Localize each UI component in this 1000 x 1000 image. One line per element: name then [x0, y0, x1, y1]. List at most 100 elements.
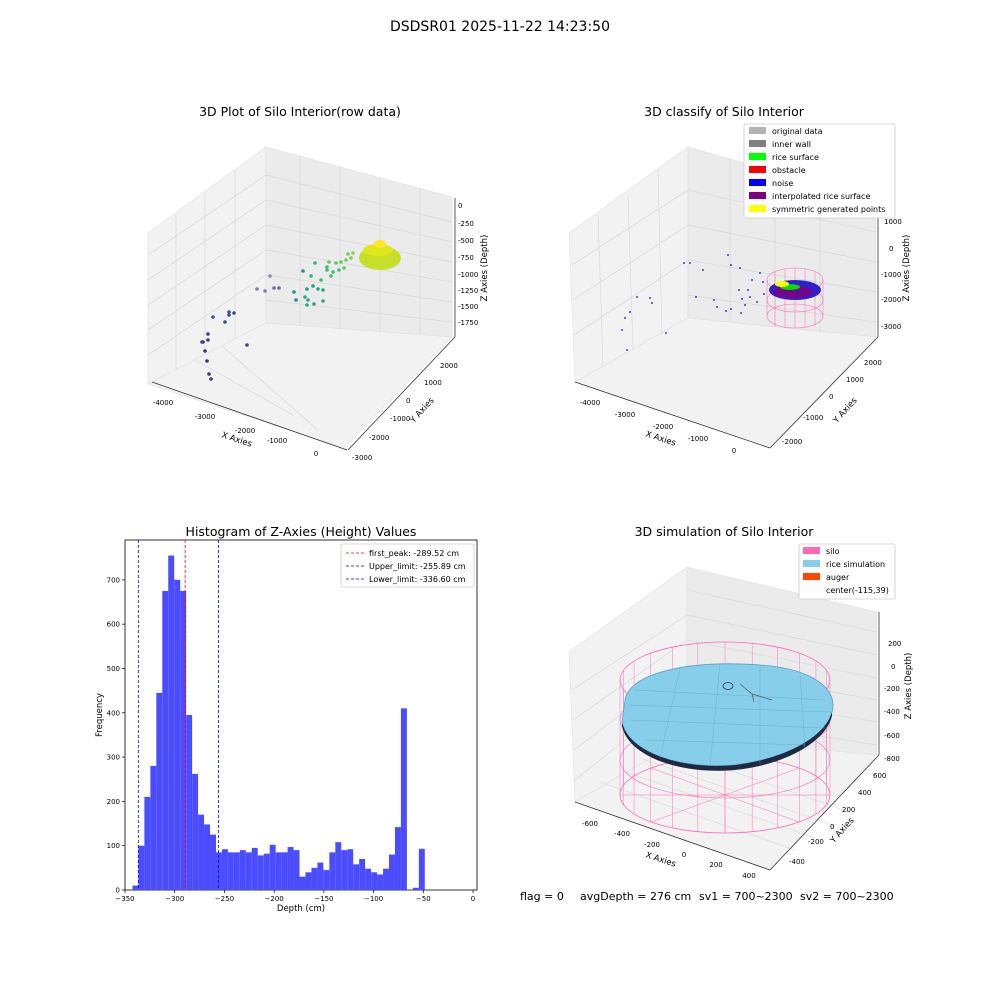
x-tick-label-3: −200	[265, 895, 284, 903]
histogram-bar-18	[239, 850, 246, 890]
raw-point-30	[321, 288, 325, 292]
rice-simulation-surface	[621, 663, 834, 771]
histogram-bar-42	[383, 868, 389, 890]
tick-z-5: -800	[884, 755, 900, 763]
y-tick-label-0: 0	[116, 887, 120, 895]
legend-label-0: first_peak: -289.52 cm	[369, 549, 459, 558]
raw-point-12	[232, 311, 236, 315]
legend-frame	[798, 543, 896, 600]
tick-labels-y: -2000 -1000 0 1000 2000	[782, 359, 882, 446]
legend-swatch-4	[749, 179, 766, 186]
tick-x-4: 0	[314, 450, 318, 458]
legend-swatch-0	[803, 547, 820, 554]
axis-y	[769, 336, 879, 449]
tick-y-3: 200	[842, 806, 855, 814]
legend-label-3: center(-115,39)	[826, 586, 889, 595]
tick-labels-x: -4000 -3000 -2000 -1000 0	[580, 399, 736, 455]
y-tick-label-6: 600	[107, 621, 120, 629]
noise-point-16	[739, 267, 741, 269]
noise-point-12	[713, 299, 715, 301]
histogram-x-label: Depth (cm)	[277, 904, 325, 914]
tick-y-1: -200	[808, 838, 824, 846]
raw-point-6	[206, 332, 210, 336]
raw-point-18	[277, 286, 281, 290]
x-tick-label-5: −100	[364, 895, 383, 903]
raw-point-2	[205, 359, 209, 363]
noise-point-4	[636, 296, 638, 298]
noise-point-23	[759, 272, 761, 274]
tick-z-2: -500	[458, 237, 474, 245]
raw-point-40	[327, 260, 331, 264]
tick-z-1: 0	[889, 245, 893, 253]
noise-point-21	[749, 296, 751, 298]
raw-point-45	[346, 252, 350, 256]
histogram-bar-25	[281, 852, 288, 890]
histogram-bar-1	[138, 845, 145, 890]
noise-point-27	[725, 310, 727, 312]
pane-floor	[147, 322, 453, 449]
noise-point-18	[741, 298, 743, 300]
panel-classify-title: 3D classify of Silo Interior	[644, 104, 805, 119]
histogram-bar-16	[227, 852, 234, 890]
legend-label-5: interpolated rice surface	[772, 192, 870, 201]
noise-point-15	[730, 264, 732, 266]
figure-suptitle: DSDSR01 2025-11-22 14:23:50	[390, 19, 610, 35]
silo-bottom-spokes	[620, 757, 830, 833]
histogram-bar-31	[317, 862, 324, 890]
raw-point-26	[321, 299, 325, 303]
tick-y-0: -2000	[782, 438, 802, 446]
legend-swatch-0	[749, 127, 766, 134]
pane-side	[265, 146, 453, 338]
x-tick-label-4: −150	[314, 895, 333, 903]
histogram-bar-22	[263, 853, 270, 890]
noise-point-24	[762, 281, 764, 283]
histogram-bar-47	[412, 887, 419, 890]
raw-point-10	[223, 320, 227, 324]
raw-point-43	[344, 258, 348, 262]
tick-x-3: 0	[682, 851, 686, 859]
histogram-bar-20	[251, 847, 258, 890]
noise-point-19	[744, 304, 746, 306]
histogram-bar-6	[168, 555, 175, 890]
tick-labels-x: -4000 -3000 -2000 -1000 0	[153, 399, 318, 458]
histogram-bar-10	[192, 773, 199, 890]
legend-swatch-5	[749, 192, 766, 199]
raw-point-16	[268, 274, 272, 278]
noise-point-9	[689, 262, 691, 264]
raw-point-17	[272, 286, 276, 290]
tick-x-2: -2000	[653, 423, 673, 431]
noise-point-25	[740, 312, 742, 314]
noise-point-10	[702, 269, 704, 271]
legend-swatch-3	[749, 166, 766, 173]
histogram-bars	[132, 555, 425, 890]
symmetric-points	[775, 281, 789, 287]
histogram-bar-9	[186, 715, 193, 890]
axis-x-label: X Axies	[644, 850, 677, 869]
histogram-bar-26	[287, 847, 294, 890]
legend-swatch-2	[749, 153, 766, 160]
tick-labels-z: 200 0 -200 -400 -600 -800	[884, 640, 901, 763]
histogram-legend: first_peak: -289.52 cm Upper_limit: -255.…	[340, 543, 475, 588]
raw-point-5	[206, 338, 210, 342]
legend-label-2: Lower_limit: -336.60 cm	[369, 575, 466, 584]
histogram-bar-19	[245, 852, 252, 890]
histogram-bar-21	[257, 855, 264, 890]
raw-point-42	[339, 260, 343, 264]
histogram-bar-13	[210, 834, 216, 890]
noise-point-3	[629, 311, 631, 313]
raw-point-cloud	[200, 240, 401, 381]
legend-swatch-2	[803, 573, 820, 580]
raw-point-11	[227, 310, 231, 314]
raw-point-36	[325, 265, 329, 269]
histogram-bar-35	[341, 850, 348, 890]
histogram-bar-40	[371, 872, 378, 890]
raw-point-25	[312, 302, 316, 306]
y-tick-label-3: 300	[107, 754, 120, 762]
histogram-bar-4	[156, 692, 163, 890]
status-line: flag = 0 avgDepth = 276 cm sv1 = 700~230…	[520, 890, 894, 903]
histogram-bar-39	[365, 868, 372, 890]
noise-point-5	[649, 297, 651, 299]
classified-point-cloud	[621, 254, 765, 351]
tick-z-0: 200	[888, 640, 901, 648]
status-flag: flag = 0	[520, 890, 564, 903]
